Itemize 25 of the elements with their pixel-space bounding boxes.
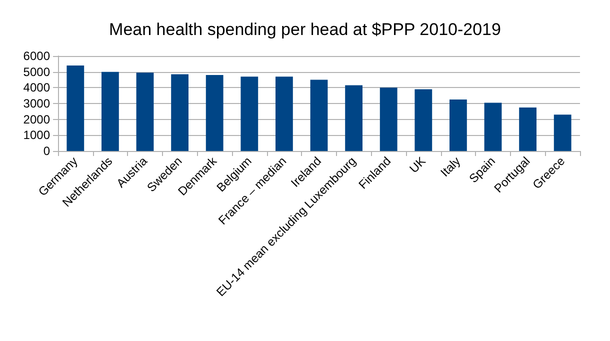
bar (206, 75, 224, 151)
x-tick-label: UK (406, 154, 428, 176)
y-tick-label: 0 (43, 144, 50, 158)
y-tick-label: 2000 (23, 112, 50, 126)
bar (276, 76, 293, 151)
bar (554, 114, 572, 151)
bar (240, 76, 258, 151)
y-tick-label: 4000 (23, 80, 50, 95)
bar (414, 89, 432, 151)
bar (484, 102, 502, 151)
y-tick-label: 3000 (23, 96, 50, 110)
y-tick-label: 6000 (23, 49, 50, 63)
bar (102, 72, 119, 151)
bar (380, 88, 398, 151)
bar (519, 107, 536, 151)
bar (450, 100, 467, 151)
chart-title: Mean health spending per head at $PPP 2010-2019 (109, 20, 501, 39)
bar (66, 66, 84, 151)
bar (310, 80, 328, 151)
y-tick-label: 5000 (23, 64, 50, 79)
bar (345, 85, 362, 151)
x-tick-label: Italy (438, 154, 464, 180)
bar (171, 74, 188, 151)
y-tick-label: 1000 (23, 128, 50, 142)
bar (136, 72, 154, 151)
